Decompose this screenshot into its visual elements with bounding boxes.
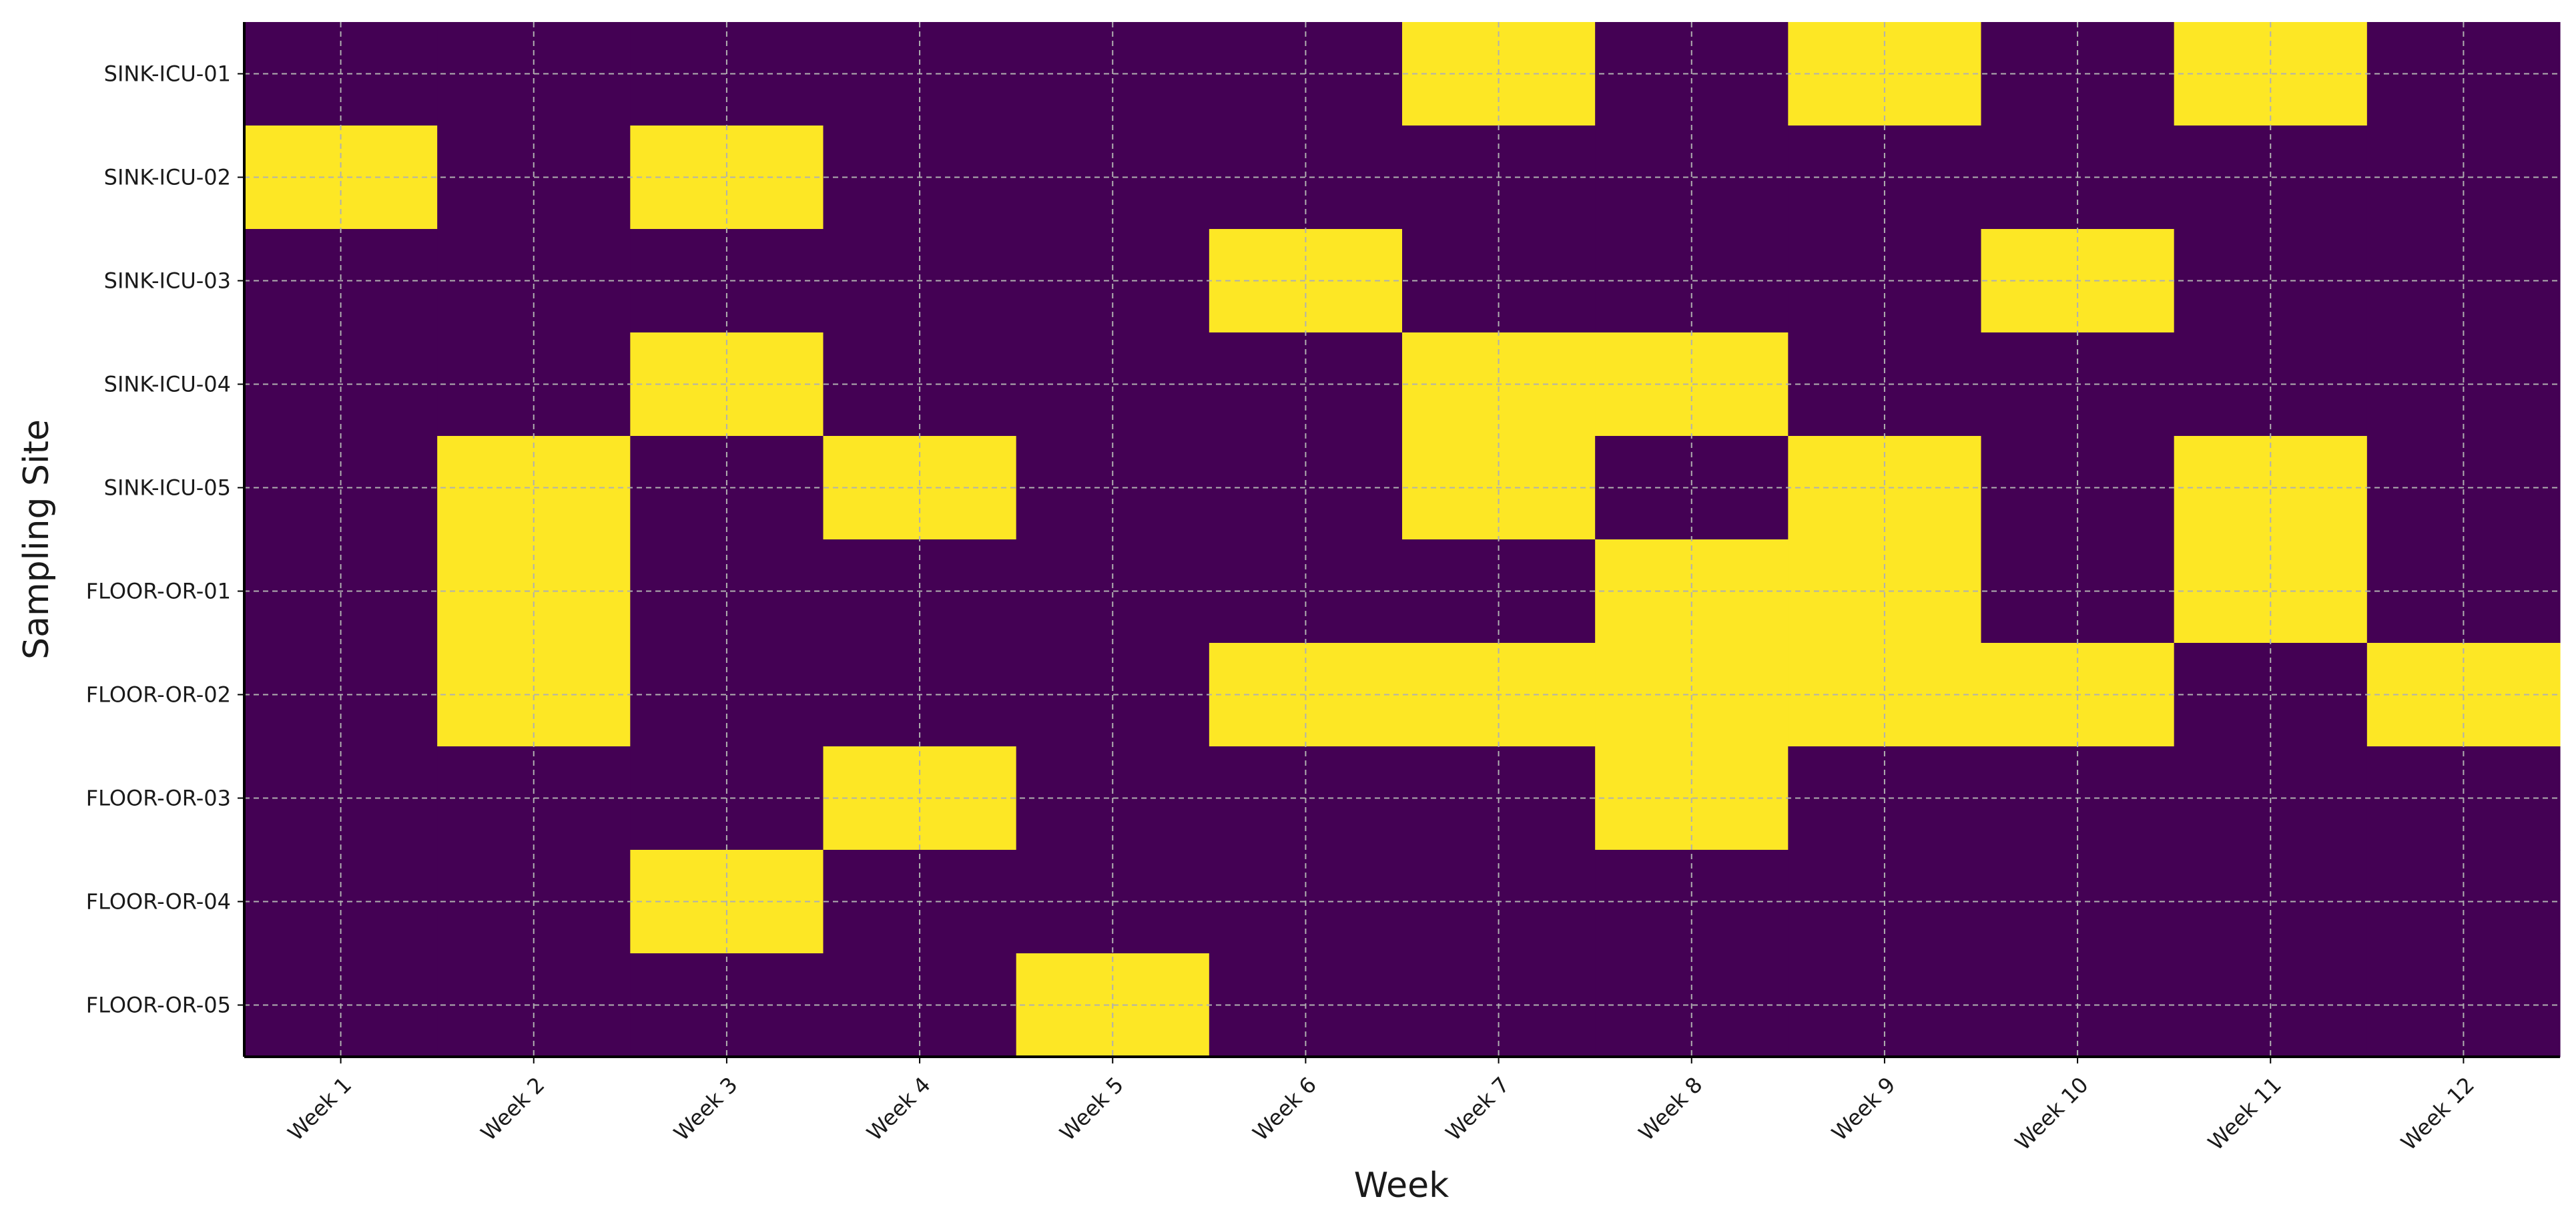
y-tick-label: SINK-ICU-04 bbox=[104, 372, 231, 397]
y-tick-label: FLOOR-OR-03 bbox=[86, 786, 231, 811]
y-tick-label: FLOOR-OR-01 bbox=[86, 579, 231, 604]
y-tick-label: SINK-ICU-05 bbox=[104, 475, 231, 501]
y-tick-labels: SINK-ICU-01 SINK-ICU-02 SINK-ICU-03 SINK-IC… bbox=[86, 61, 244, 1018]
y-tick-label: FLOOR-OR-02 bbox=[86, 682, 231, 708]
axes bbox=[243, 22, 2560, 1058]
y-tick-label: FLOOR-OR-05 bbox=[86, 993, 231, 1018]
y-tick-label: SINK-ICU-02 bbox=[104, 165, 231, 190]
y-axis-label: Sampling Site bbox=[17, 419, 57, 660]
y-tick-label: FLOOR-OR-04 bbox=[86, 889, 231, 915]
y-tick-label: SINK-ICU-03 bbox=[104, 268, 231, 294]
y-tick-label: SINK-ICU-01 bbox=[104, 61, 231, 87]
x-axis-label: Week bbox=[1354, 1166, 1449, 1206]
grid-lines bbox=[244, 22, 2560, 1057]
